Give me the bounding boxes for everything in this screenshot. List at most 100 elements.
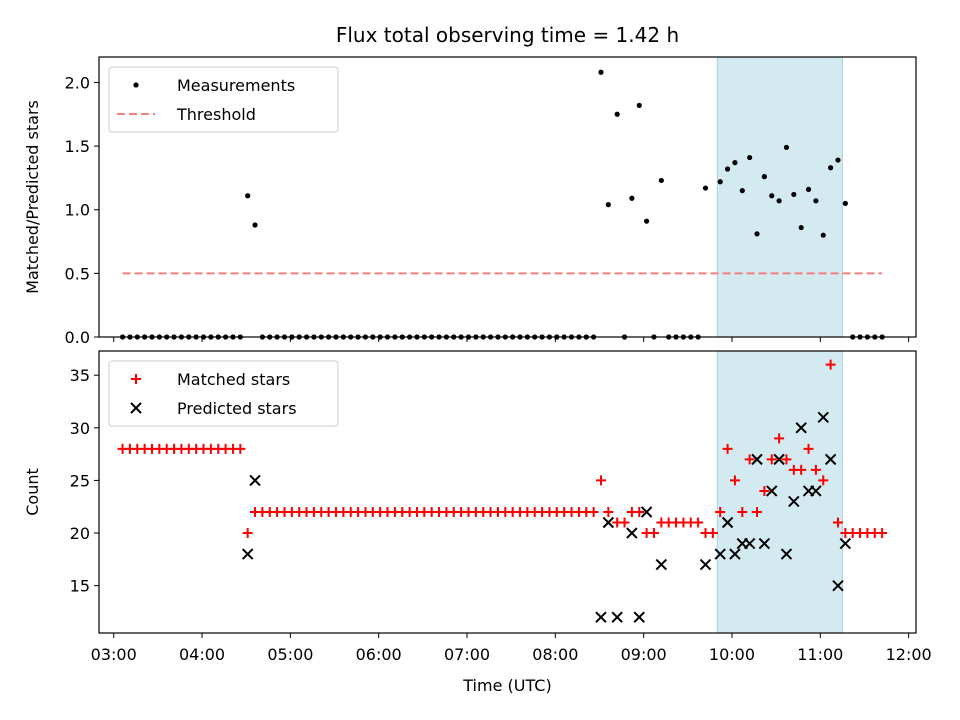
data-point <box>810 485 822 497</box>
data-point <box>242 528 253 539</box>
data-point <box>636 102 642 108</box>
data-point <box>752 506 763 517</box>
data-point <box>743 537 756 550</box>
y-tick-label: 2.0 <box>65 73 90 92</box>
data-point <box>747 154 753 161</box>
data-point <box>722 443 733 454</box>
data-point <box>773 453 785 466</box>
data-point <box>707 528 718 539</box>
data-point <box>818 475 829 486</box>
data-point <box>588 506 599 517</box>
data-point <box>245 193 251 199</box>
data-point <box>766 454 777 465</box>
y-tick-label: 0.0 <box>65 328 90 347</box>
data-point <box>603 506 614 517</box>
series-measurements <box>119 69 885 340</box>
series-predicted-stars <box>241 411 852 623</box>
data-point <box>729 475 740 486</box>
data-point <box>825 359 836 370</box>
data-point <box>715 506 726 517</box>
data-point <box>791 191 797 198</box>
legend-box <box>108 360 339 427</box>
legend-label: Measurements <box>177 76 295 95</box>
data-point <box>832 517 843 528</box>
data-point <box>795 422 807 434</box>
data-point <box>699 558 712 571</box>
data-point <box>803 443 814 454</box>
y-tick-label: 35 <box>70 366 90 385</box>
data-point <box>724 166 731 172</box>
data-point <box>595 611 607 623</box>
data-point <box>761 174 767 180</box>
data-point <box>828 165 834 171</box>
data-point <box>774 433 785 444</box>
data-point <box>737 506 748 517</box>
x-tick-label: 07:00 <box>444 645 490 664</box>
data-point <box>252 222 258 228</box>
x-tick-label: 12:00 <box>886 645 932 664</box>
data-point <box>798 224 804 231</box>
data-point <box>605 202 611 208</box>
data-point <box>788 495 800 508</box>
data-point <box>754 231 760 237</box>
y-tick-label: 15 <box>70 577 90 596</box>
data-point <box>634 506 645 517</box>
data-point <box>832 579 844 592</box>
data-point <box>702 185 709 191</box>
data-point <box>619 517 630 528</box>
data-point <box>758 537 771 550</box>
data-point <box>249 474 261 487</box>
data-point <box>241 548 254 560</box>
y-tick-label: 1.5 <box>65 137 90 156</box>
data-point <box>776 198 782 204</box>
axes-frame <box>98 350 917 634</box>
y-tick-label: 0.5 <box>65 264 90 283</box>
data-point <box>824 453 837 466</box>
data-point <box>739 188 745 194</box>
data-point <box>655 558 668 571</box>
data-point <box>611 611 623 623</box>
y-axis-label: Count <box>23 468 42 516</box>
data-point <box>717 179 723 185</box>
data-point <box>640 506 653 518</box>
x-tick-label: 08:00 <box>532 645 578 664</box>
data-point <box>644 218 650 224</box>
y-axis-label: Matched/Predicted stars <box>23 100 42 294</box>
data-point <box>633 611 645 623</box>
x-tick-label: 10:00 <box>709 645 755 664</box>
x-tick-label: 04:00 <box>179 645 225 664</box>
data-point <box>877 528 888 539</box>
x-tick-label: 05:00 <box>267 645 313 664</box>
x-tick-label: 11:00 <box>797 645 843 664</box>
data-point <box>751 453 763 466</box>
x-tick-label: 09:00 <box>621 645 667 664</box>
legend-swatch <box>131 374 141 384</box>
legend: Measurements Threshold <box>108 66 339 133</box>
data-point <box>783 144 790 150</box>
data-point <box>805 186 812 192</box>
y-tick-label: 30 <box>70 419 90 438</box>
data-point <box>693 517 704 528</box>
data-point <box>602 516 615 529</box>
data-point <box>810 464 821 475</box>
data-point <box>598 69 604 75</box>
data-point <box>648 528 659 539</box>
data-point <box>781 454 792 465</box>
chart-title: Flux total observing time = 1.42 h <box>336 23 679 47</box>
data-point <box>842 200 848 206</box>
y-tick-label: 20 <box>70 524 90 543</box>
legend-label: Threshold <box>176 105 256 124</box>
data-point <box>766 485 778 497</box>
x-tick-label: 06:00 <box>356 645 402 664</box>
data-point <box>729 548 741 560</box>
data-point <box>813 198 819 204</box>
data-point <box>817 411 829 423</box>
series-matched-stars <box>117 359 888 539</box>
shaded-region <box>716 350 843 634</box>
data-point <box>721 516 734 529</box>
panel-2: 15 20 25 30 35 03:00 04:00 05:00 06:00 07:00 08:00… <box>23 350 932 695</box>
data-point <box>839 537 852 550</box>
y-tick-label: 1.0 <box>65 201 90 220</box>
data-point <box>835 157 841 163</box>
